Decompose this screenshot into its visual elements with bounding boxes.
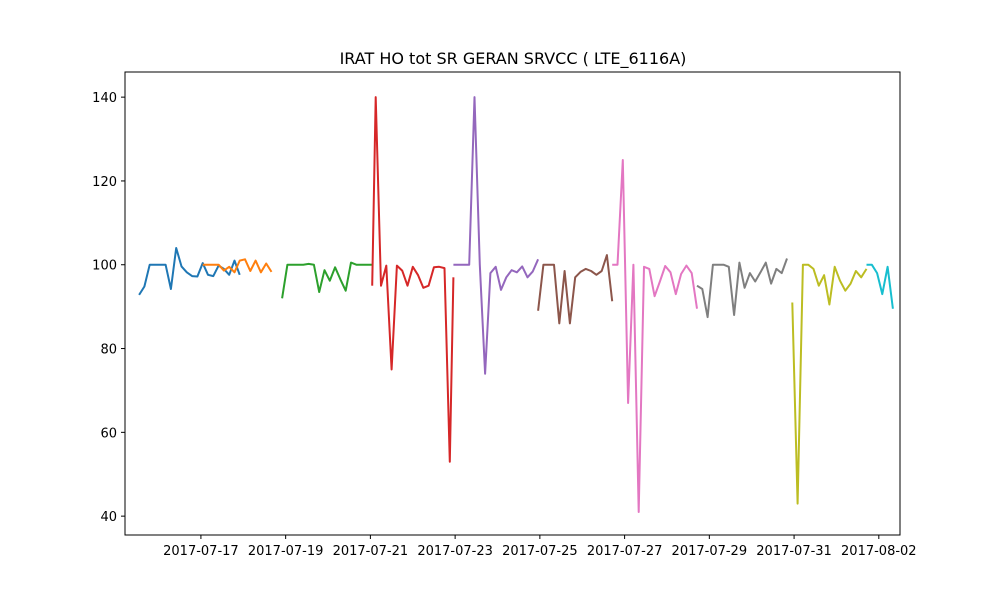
y-tick-label-1: 60	[100, 426, 117, 441]
plot-lines	[138, 96, 894, 513]
series-line-7	[696, 258, 788, 319]
series-line-8	[791, 263, 868, 505]
x-tick-label-8: 2017-08-02	[841, 544, 917, 559]
series-line-5	[537, 254, 614, 325]
series-line-2	[281, 261, 373, 299]
y-axis: 40 60 80 100 120 140	[92, 91, 125, 525]
x-tick-label-4: 2017-07-25	[502, 544, 578, 559]
series-line-4	[453, 96, 540, 375]
plot-frame	[124, 71, 901, 536]
y-tick-label-2: 80	[100, 343, 117, 358]
y-tick-label-5: 140	[92, 91, 117, 106]
x-tick-label-2: 2017-07-21	[333, 544, 409, 559]
series-line-0	[138, 247, 241, 296]
series-line-9	[866, 263, 894, 309]
x-tick-label-5: 2017-07-27	[587, 544, 663, 559]
y-tick-label-3: 100	[92, 259, 117, 274]
x-tick-label-6: 2017-07-29	[672, 544, 748, 559]
y-tick-label-4: 120	[92, 175, 117, 190]
x-axis: 2017-07-17 2017-07-19 2017-07-21 2017-07-23…	[163, 535, 917, 559]
series-line-1	[202, 258, 273, 274]
x-tick-label-3: 2017-07-23	[417, 544, 493, 559]
series-line-6	[612, 159, 698, 513]
y-tick-label-0: 40	[100, 510, 117, 525]
x-tick-label-0: 2017-07-17	[163, 544, 239, 559]
chart-title: IRAT HO tot SR GERAN SRVCC ( LTE_6116A)	[340, 49, 687, 69]
series-line-3	[371, 96, 455, 463]
x-tick-label-7: 2017-07-31	[756, 544, 832, 559]
x-tick-label-1: 2017-07-19	[248, 544, 324, 559]
